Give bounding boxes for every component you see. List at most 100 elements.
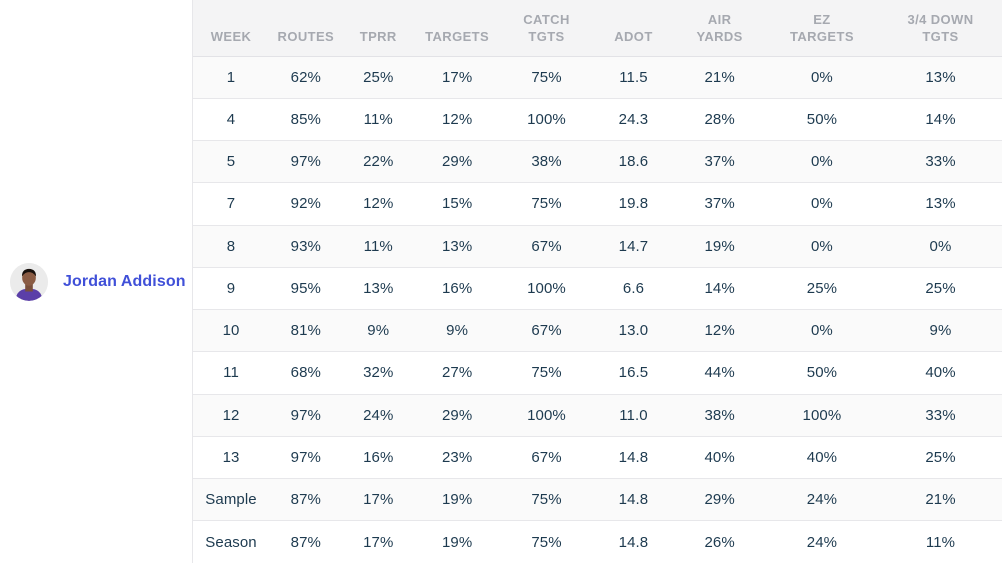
table-row: Sample 87% 17% 19% 75% 14.8 29% 24% 21% — [193, 477, 1002, 521]
stat-cell: 29% — [674, 477, 765, 521]
stat-cell: 0% — [764, 182, 879, 225]
stat-cell: 81% — [269, 308, 343, 352]
stat-cell: 12% — [342, 182, 414, 225]
stat-cell: 21% — [704, 68, 735, 86]
stat-cell: 100% — [500, 266, 593, 310]
stat-cell: 21% — [878, 477, 1002, 521]
stat-cell: 100% — [500, 393, 593, 437]
week-cell: 11 — [193, 351, 270, 394]
player-avatar — [10, 262, 48, 301]
stat-cell: 75% — [500, 520, 593, 563]
stat-cell: 9% — [413, 308, 501, 352]
player-link[interactable]: Jordan Addison — [0, 262, 186, 301]
table-row: 10 81% 9% 9% 67% 13.0 12% 0% 9% — [193, 308, 1002, 352]
column-header-week: WEEK — [193, 0, 270, 57]
stat-cell: 25% — [764, 266, 879, 310]
stat-cell: 24% — [764, 520, 879, 563]
stat-cell: 92% — [269, 182, 343, 225]
stat-cell: 9% — [878, 308, 1002, 352]
stat-cell: 67% — [500, 308, 593, 352]
week-cell: 12 — [193, 393, 270, 437]
stat-cell: 67% — [500, 435, 593, 479]
player-panel: Jordan Addison — [0, 0, 192, 563]
stat-cell: 29% — [413, 139, 501, 183]
column-header-targets: TARGETS — [413, 0, 501, 57]
stat-cell: 14.8 — [592, 435, 675, 479]
stat-cell: 11.5 — [619, 68, 648, 86]
stat-cell: 9% — [342, 308, 414, 352]
week-cell: 7 — [193, 182, 270, 225]
player-name[interactable]: Jordan Addison — [63, 272, 186, 290]
week-cell: 9 — [193, 266, 270, 310]
stat-cell: 33% — [878, 393, 1002, 437]
stat-cell: 38% — [674, 393, 765, 437]
stat-cell: 14.8 — [592, 477, 675, 521]
week-cell: Season — [193, 520, 270, 563]
stats-table: WEEK ROUTES TPRR TARGETS CATCH TGTS ADOT… — [193, 0, 1002, 563]
stat-cell: 28% — [674, 97, 765, 141]
column-header-adot: ADOT — [592, 0, 675, 57]
stat-cell: 16% — [413, 266, 501, 310]
table-row: 9 95% 13% 16% 100% 6.6 14% 25% 25% — [193, 266, 1002, 310]
stat-cell: 87% — [269, 520, 343, 563]
stat-cell: 15% — [413, 182, 501, 225]
stat-cell: 24.3 — [592, 97, 675, 141]
week-cell: 13 — [193, 435, 270, 479]
stat-cell: 19% — [674, 224, 765, 268]
table-header: WEEK ROUTES TPRR TARGETS CATCH TGTS ADOT… — [193, 0, 1002, 57]
week-cell: 1 — [226, 68, 236, 86]
stat-cell: 13% — [925, 68, 956, 86]
stat-cell: 40% — [878, 351, 1002, 394]
stat-cell: 13% — [342, 266, 414, 310]
stat-cell: 23% — [413, 435, 501, 479]
stat-cell: 11.0 — [592, 393, 675, 437]
stat-cell: 16.5 — [592, 351, 675, 394]
stat-cell: 75% — [500, 182, 593, 225]
stats-table-panel: WEEK ROUTES TPRR TARGETS CATCH TGTS ADOT… — [192, 0, 1002, 563]
column-header-tprr: TPRR — [342, 0, 414, 57]
stat-cell: 17% — [342, 520, 414, 563]
week-cell: 8 — [193, 224, 270, 268]
table-body: 1 62% 25% 17% 75% 11.5 21% 0% 13% 4 85% 11% 12% 100% 2… — [193, 56, 1002, 563]
stat-cell: 17% — [441, 68, 473, 86]
table-row: Season 87% 17% 19% 75% 14.8 26% 24% 11% — [193, 520, 1002, 563]
stat-cell: 0% — [764, 224, 879, 268]
stat-cell: 14.8 — [592, 520, 675, 563]
stat-cell: 75% — [500, 477, 593, 521]
stat-cell: 40% — [764, 435, 879, 479]
stat-cell: 12% — [674, 308, 765, 352]
stat-cell: 0% — [764, 139, 879, 183]
week-cell: Sample — [193, 477, 270, 521]
stat-cell: 67% — [500, 224, 593, 268]
stat-cell: 97% — [269, 139, 343, 183]
table-row: 1 62% 25% 17% 75% 11.5 21% 0% 13% — [193, 56, 1002, 99]
stat-cell: 33% — [878, 139, 1002, 183]
stat-cell: 93% — [269, 224, 343, 268]
stat-cell: 37% — [674, 139, 765, 183]
stat-cell: 13.0 — [592, 308, 675, 352]
stat-cell: 17% — [342, 477, 414, 521]
stat-cell: 25% — [363, 68, 394, 86]
stat-cell: 100% — [764, 393, 879, 437]
stat-cell: 14% — [674, 266, 765, 310]
stat-cell: 14% — [878, 97, 1002, 141]
table-row: 13 97% 16% 23% 67% 14.8 40% 40% 25% — [193, 435, 1002, 479]
week-cell: 4 — [193, 97, 270, 141]
stat-cell: 22% — [342, 139, 414, 183]
stat-cell: 11% — [342, 97, 414, 141]
stat-cell: 12% — [413, 97, 501, 141]
stat-cell: 85% — [269, 97, 343, 141]
stat-cell: 50% — [764, 351, 879, 394]
table-row: 12 97% 24% 29% 100% 11.0 38% 100% 33% — [193, 393, 1002, 437]
player-headshot-icon — [10, 262, 48, 301]
stat-cell: 24% — [342, 393, 414, 437]
stat-cell: 97% — [269, 435, 343, 479]
week-cell: 10 — [193, 308, 270, 352]
stat-cell: 0% — [878, 224, 1002, 268]
week-cell: 5 — [193, 139, 270, 183]
stat-cell: 50% — [764, 97, 879, 141]
stat-cell: 19.8 — [592, 182, 675, 225]
stat-cell: 38% — [500, 139, 593, 183]
stat-cell: 0% — [764, 308, 879, 352]
stat-cell: 37% — [674, 182, 765, 225]
